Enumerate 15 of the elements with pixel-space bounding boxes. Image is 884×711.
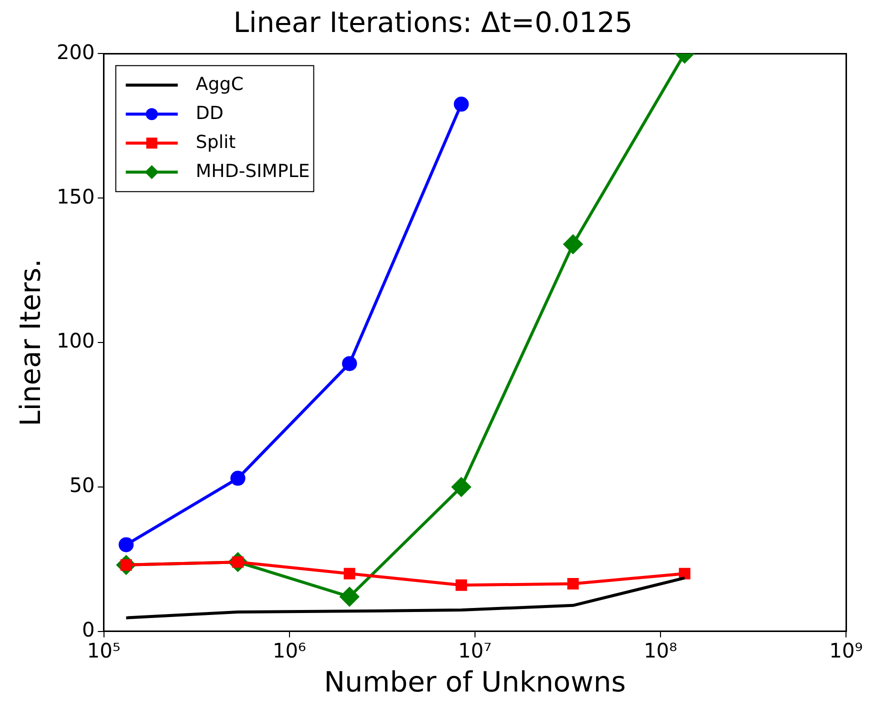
legend-label: DD bbox=[196, 102, 224, 124]
x-axis-title: Number of Unknowns bbox=[324, 665, 626, 698]
legend-label: Split bbox=[196, 132, 236, 153]
y-tick-label: 50 bbox=[69, 473, 95, 498]
y-axis-title: Linear Iters. bbox=[14, 258, 48, 426]
y-tick-label: 200 bbox=[56, 40, 95, 64]
x-tick-label: 10⁷ bbox=[458, 638, 492, 663]
y-tick-label: 150 bbox=[56, 184, 95, 208]
legend-label: AggC bbox=[196, 74, 244, 95]
x-tick-label: 10⁶ bbox=[272, 638, 306, 663]
x-tick-label: 10⁹ bbox=[829, 638, 863, 663]
y-tick-label: 100 bbox=[56, 328, 95, 353]
legend-label: MHD-SIMPLE bbox=[196, 160, 310, 182]
chart-title: Linear Iterations: Δt=0.0125 bbox=[233, 6, 633, 40]
x-tick-label: 10⁸ bbox=[644, 638, 678, 663]
